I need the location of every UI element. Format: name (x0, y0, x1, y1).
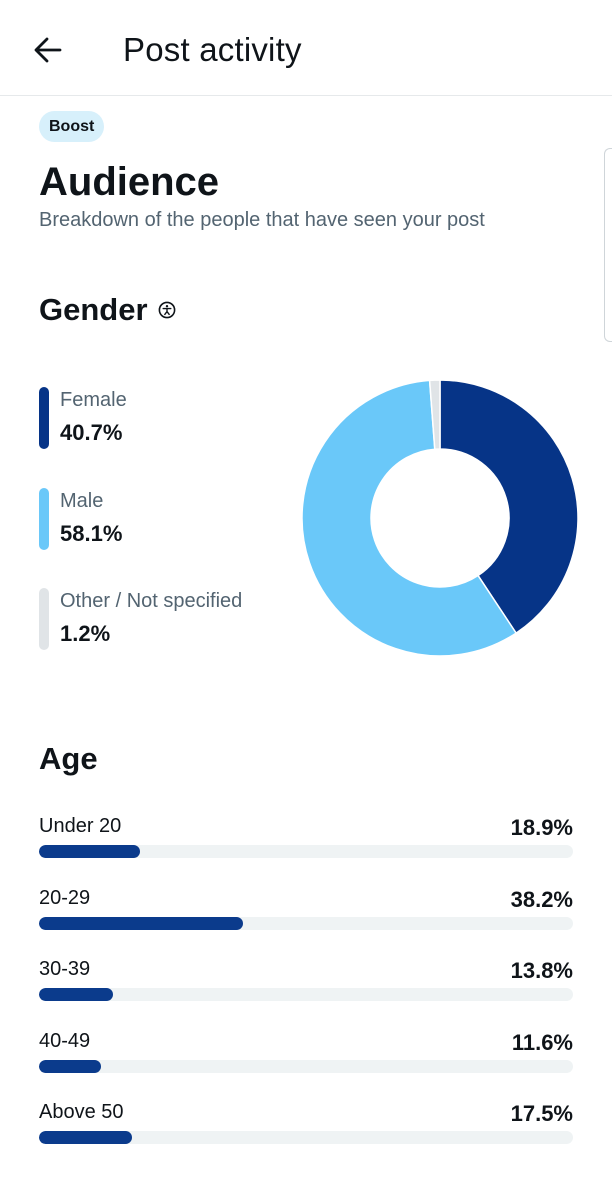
legend-label: Female (60, 389, 127, 411)
age-row: 20-29 38.2% (39, 885, 573, 931)
age-bar-track (39, 916, 573, 930)
info-circle-icon[interactable] (158, 301, 176, 319)
age-value: 18.9% (510, 815, 573, 840)
age-bar-fill (39, 1131, 133, 1144)
age-label: 20-29 (39, 886, 91, 909)
gender-heading: Gender (39, 291, 176, 329)
age-value: 11.6% (511, 1029, 573, 1055)
age-row: Under 20 18.9% (39, 813, 573, 859)
age-title: Age (39, 741, 98, 776)
age-bar-fill (39, 988, 113, 1001)
audience-title: Audience (39, 160, 220, 204)
back-button[interactable] (28, 30, 68, 70)
page-title: Post activity (123, 31, 302, 68)
age-bar-track (39, 1131, 573, 1144)
age-row: Above 50 17.5% (39, 1099, 573, 1145)
age-bar-track (39, 988, 573, 1001)
age-label: 30-39 (39, 958, 91, 980)
age-label: Above 50 (39, 1101, 124, 1123)
age-value: 13.8% (510, 958, 573, 983)
scrollbar[interactable] (604, 148, 612, 342)
age-bar-fill (39, 916, 243, 930)
age-row: 30-39 13.8% (39, 956, 573, 1002)
age-label: 40-49 (39, 1029, 91, 1052)
boost-badge[interactable]: Boost (39, 111, 105, 142)
age-row: 40-49 11.6% (39, 1028, 573, 1074)
legend-value: 1.2% (60, 621, 111, 646)
donut-slice-other-not-specified (428, 379, 441, 451)
legend-swatch (39, 387, 49, 449)
arrow-left-icon (34, 37, 62, 63)
donut-slice-female (439, 379, 579, 635)
donut-slice-male (301, 379, 518, 657)
age-bar-track (39, 1059, 573, 1073)
legend-value: 58.1% (60, 521, 123, 546)
age-label: Under 20 (39, 815, 122, 837)
age-value: 17.5% (510, 1101, 573, 1126)
legend-label: Other / Not specified (60, 590, 243, 612)
legend-value: 40.7% (60, 420, 123, 445)
legend-label: Male (60, 490, 104, 512)
age-value: 38.2% (510, 886, 573, 912)
legend-swatch (39, 588, 49, 650)
audience-subtitle: Breakdown of the people that have seen y… (39, 209, 485, 231)
age-bar-fill (39, 1059, 101, 1073)
gender-title: Gender (39, 292, 148, 327)
age-bar-track (39, 845, 573, 858)
app-header: Post activity (0, 0, 612, 96)
age-bar-fill (39, 845, 140, 858)
gender-donut-chart (301, 379, 579, 657)
legend-swatch (39, 488, 49, 550)
